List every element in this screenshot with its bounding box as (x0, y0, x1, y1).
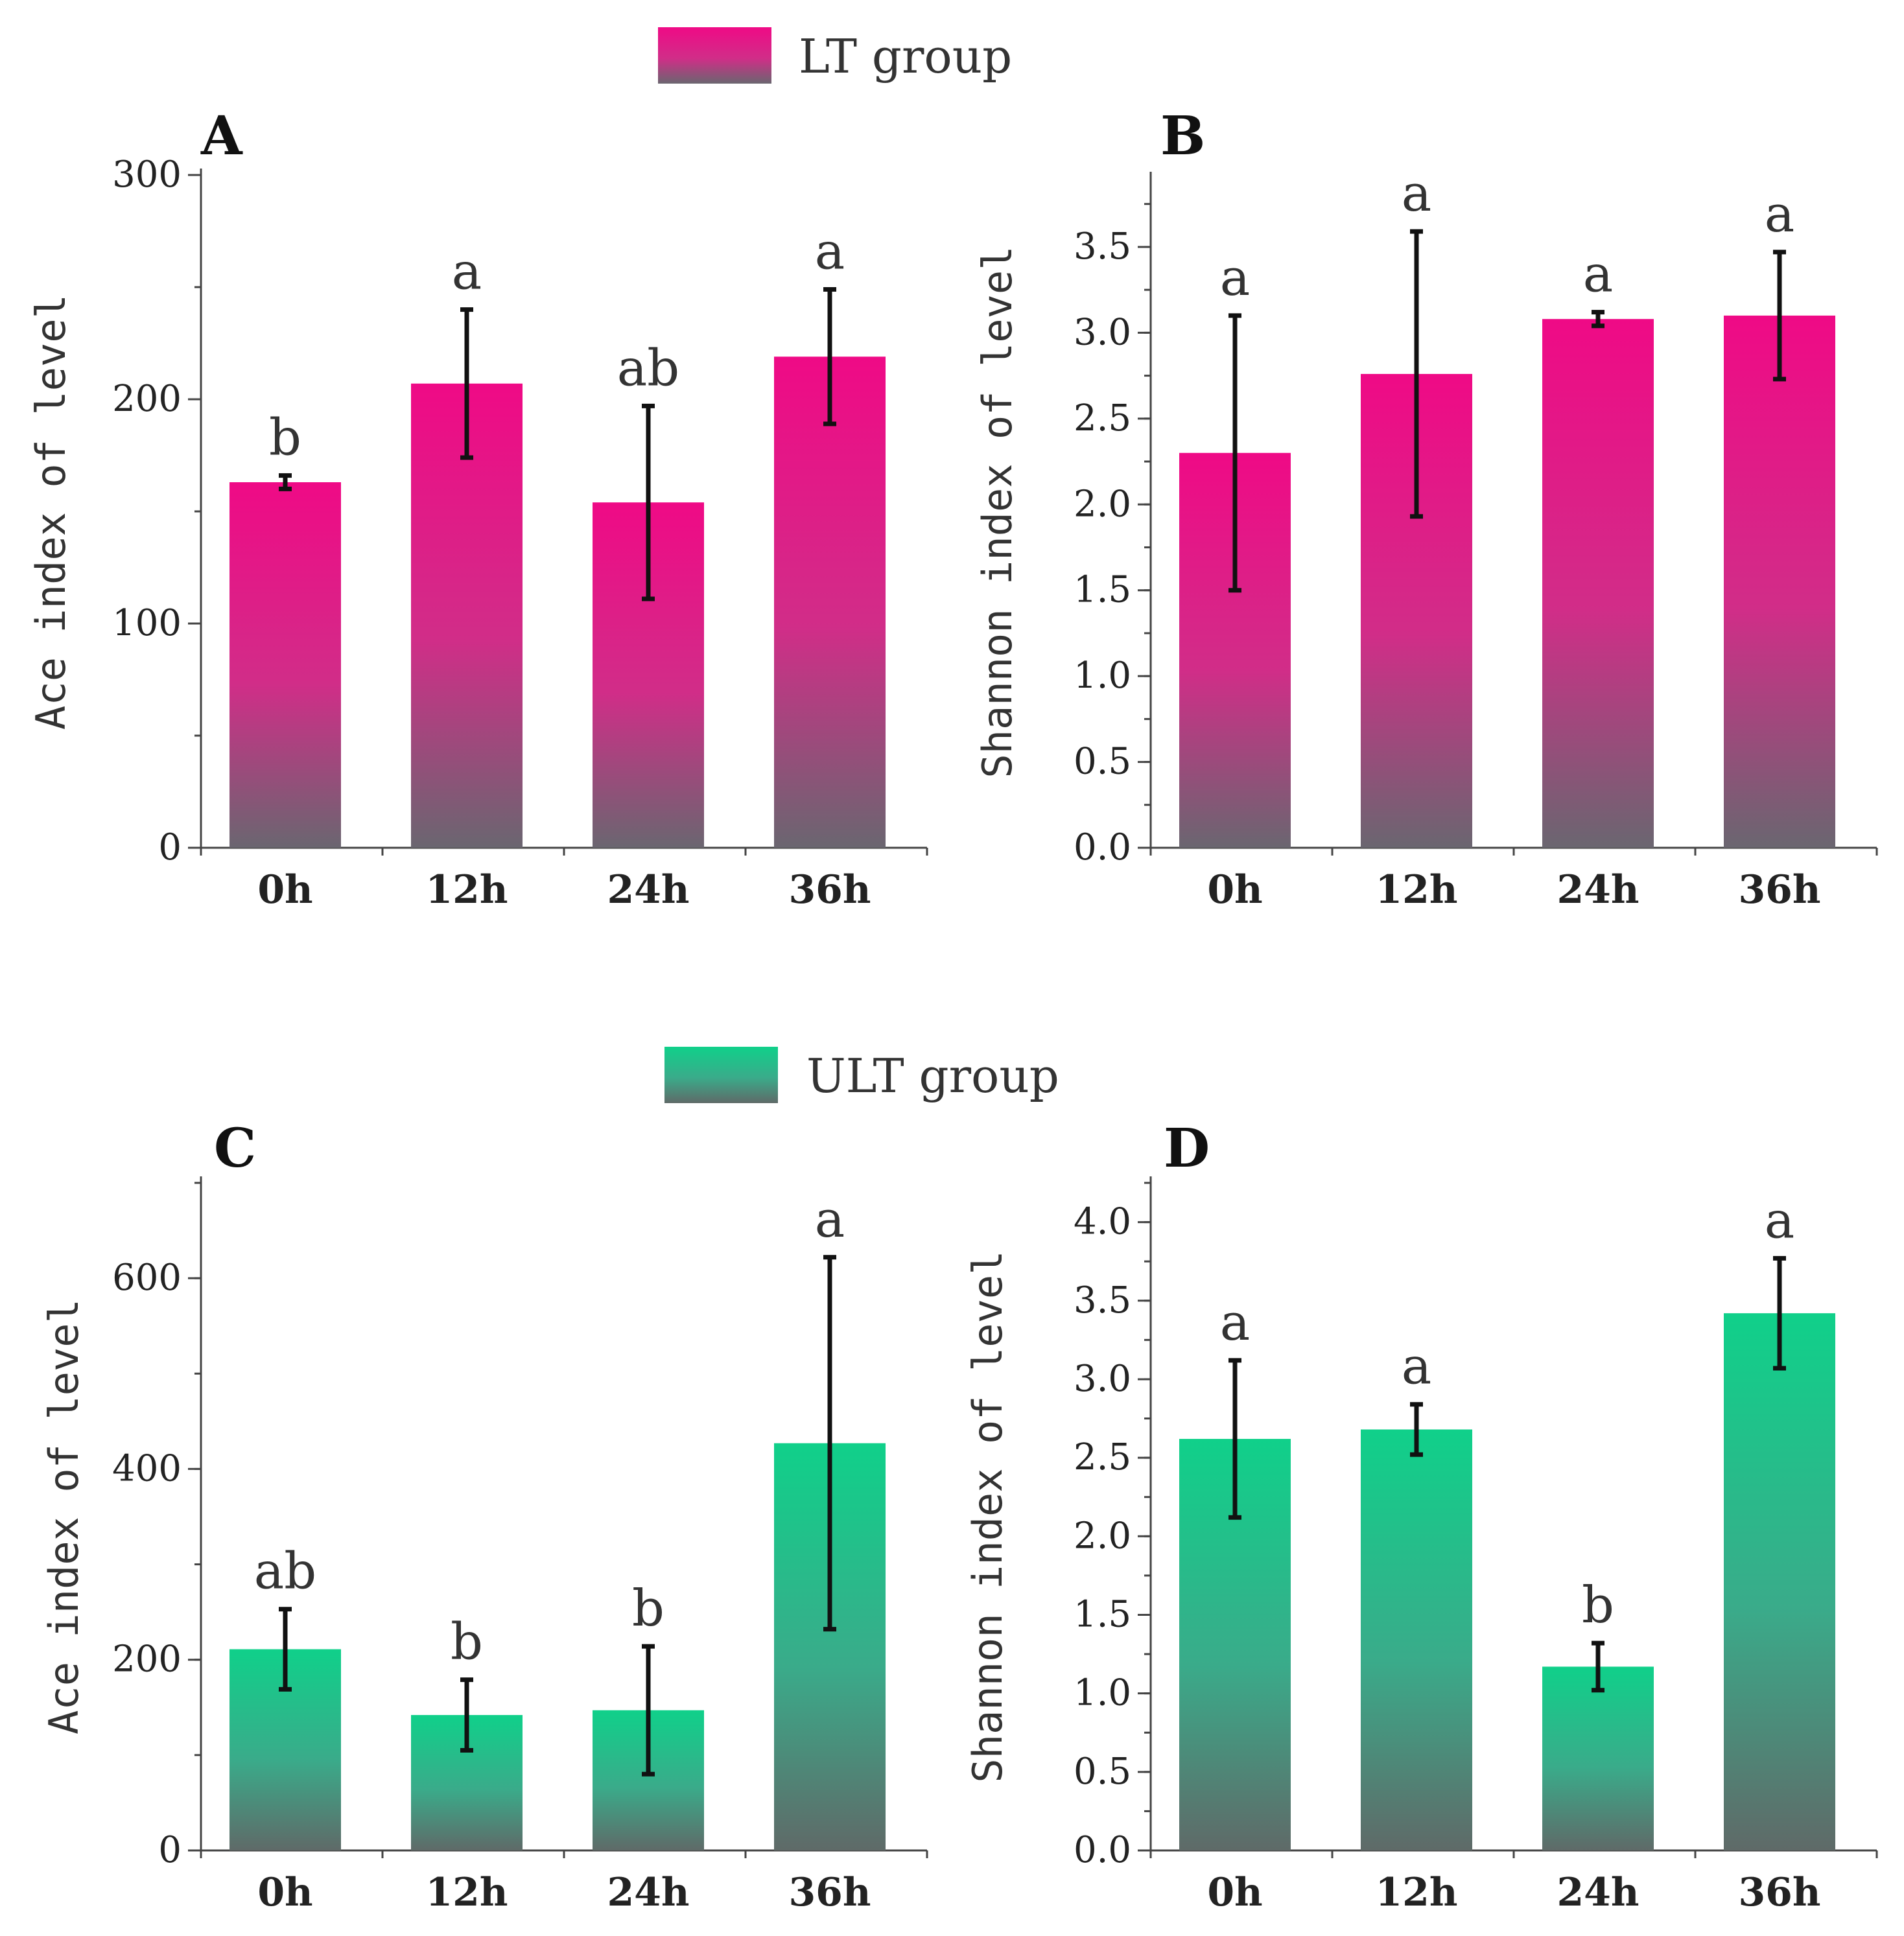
significance-label-36h: a (1765, 185, 1795, 244)
bar-12h (1361, 1429, 1472, 1850)
y-tick-label: 600 (112, 1257, 182, 1299)
y-tick-label: 0 (158, 826, 182, 869)
y-tick-label: 2.0 (1074, 1515, 1131, 1557)
x-tick-label-0h: 0h (257, 1870, 312, 1915)
significance-label-24h: b (1582, 1576, 1614, 1635)
y-tick-label: 0.5 (1074, 741, 1131, 783)
x-tick-label-12h: 12h (425, 1870, 508, 1915)
panel-letter: A (200, 105, 243, 167)
y-tick-label: 4.0 (1074, 1201, 1131, 1243)
legend-ult: ULT group (664, 1047, 1059, 1103)
y-tick-label: 0.5 (1074, 1751, 1131, 1793)
x-tick-label-36h: 36h (788, 867, 871, 913)
y-tick-label: 200 (112, 378, 182, 420)
y-tick-label: 400 (112, 1447, 182, 1489)
bar-36h (1724, 1313, 1835, 1850)
panel-d: D Shannon index of level 0.0 0.5 1.0 1.5 2.0 2.… (964, 1117, 1878, 1915)
significance-label-12h: b (451, 1613, 483, 1672)
panel-letter: B (1160, 105, 1205, 167)
y-tick-label: 3.5 (1074, 226, 1131, 268)
y-tick-label: 0.0 (1074, 1829, 1131, 1871)
y-axis-title: Shannon index of level (964, 1250, 1011, 1782)
y-axis-title: Ace index of level (40, 1299, 88, 1734)
legend-lt-swatch (658, 27, 771, 84)
y-tick-label: 2.5 (1074, 1436, 1131, 1478)
significance-label-12h: a (1402, 165, 1432, 223)
significance-label-24h: ab (617, 339, 679, 397)
y-tick-label: 3.5 (1074, 1279, 1131, 1322)
significance-label-0h: b (269, 409, 301, 467)
y-tick-label: 100 (112, 602, 182, 644)
x-tick-label-12h: 12h (1375, 1870, 1457, 1915)
significance-label-0h: a (1220, 1294, 1251, 1352)
y-tick-label: 300 (112, 154, 182, 196)
legend-ult-swatch (664, 1047, 778, 1103)
y-axis-title: Shannon index of level (974, 246, 1021, 778)
y-tick-label: 0 (158, 1829, 182, 1871)
x-tick-label-0h: 0h (1207, 1870, 1262, 1915)
y-tick-label: 3.0 (1074, 311, 1131, 353)
x-tick-label-36h: 36h (788, 1870, 871, 1915)
panel-letter: C (214, 1117, 256, 1180)
significance-label-0h: a (1220, 249, 1251, 307)
x-tick-label-24h: 24h (1557, 1870, 1639, 1915)
y-tick-label: 200 (112, 1639, 182, 1681)
bar-36h (1724, 315, 1835, 848)
x-tick-label-24h: 24h (607, 867, 689, 913)
y-tick-label: 1.0 (1074, 1672, 1131, 1714)
panel-c: C Ace index of level 0 200 400 600 ab 0h b 12h b 24… (40, 1117, 928, 1915)
significance-label-36h: a (815, 222, 845, 281)
x-tick-label-24h: 24h (607, 1870, 689, 1915)
significance-label-36h: a (1765, 1191, 1795, 1250)
significance-label-0h: ab (254, 1543, 316, 1601)
x-tick-label-12h: 12h (1375, 867, 1457, 913)
panel-letter: D (1164, 1117, 1210, 1180)
y-tick-label: 1.0 (1074, 655, 1131, 697)
bar-12h (411, 383, 523, 848)
x-tick-label-0h: 0h (257, 867, 312, 913)
bar-0h (229, 482, 341, 848)
x-tick-label-24h: 24h (1557, 867, 1639, 913)
legend-ult-label: ULT group (806, 1049, 1059, 1103)
legend-lt: LT group (658, 27, 1012, 84)
x-tick-label-0h: 0h (1207, 867, 1262, 913)
bar-36h (774, 356, 886, 848)
y-tick-label: 2.0 (1074, 483, 1131, 525)
significance-label-12h: a (452, 243, 482, 301)
x-tick-label-36h: 36h (1738, 1870, 1820, 1915)
bar-24h (1542, 1666, 1654, 1850)
y-tick-label: 0.0 (1074, 826, 1131, 869)
significance-label-24h: b (632, 1580, 664, 1638)
y-tick-label: 3.0 (1074, 1358, 1131, 1400)
panel-b: B Shannon index of level 0.0 0.5 1.0 1.5 2.0 2.… (974, 105, 1878, 913)
significance-label-12h: a (1402, 1338, 1432, 1396)
bar-24h (1542, 319, 1654, 848)
y-axis-title: Ace index of level (27, 294, 75, 730)
significance-label-24h: a (1583, 246, 1614, 304)
y-tick-label: 1.5 (1074, 1593, 1131, 1635)
y-tick-label: 2.5 (1074, 397, 1131, 439)
legend-lt-label: LT group (799, 29, 1012, 84)
significance-label-36h: a (815, 1191, 845, 1249)
x-tick-label-36h: 36h (1738, 867, 1820, 913)
panel-a: A Ace index of level 0 100 200 300 b 0h a 12h ab 24… (27, 105, 928, 913)
y-tick-label: 1.5 (1074, 569, 1131, 611)
x-tick-label-12h: 12h (425, 867, 508, 913)
